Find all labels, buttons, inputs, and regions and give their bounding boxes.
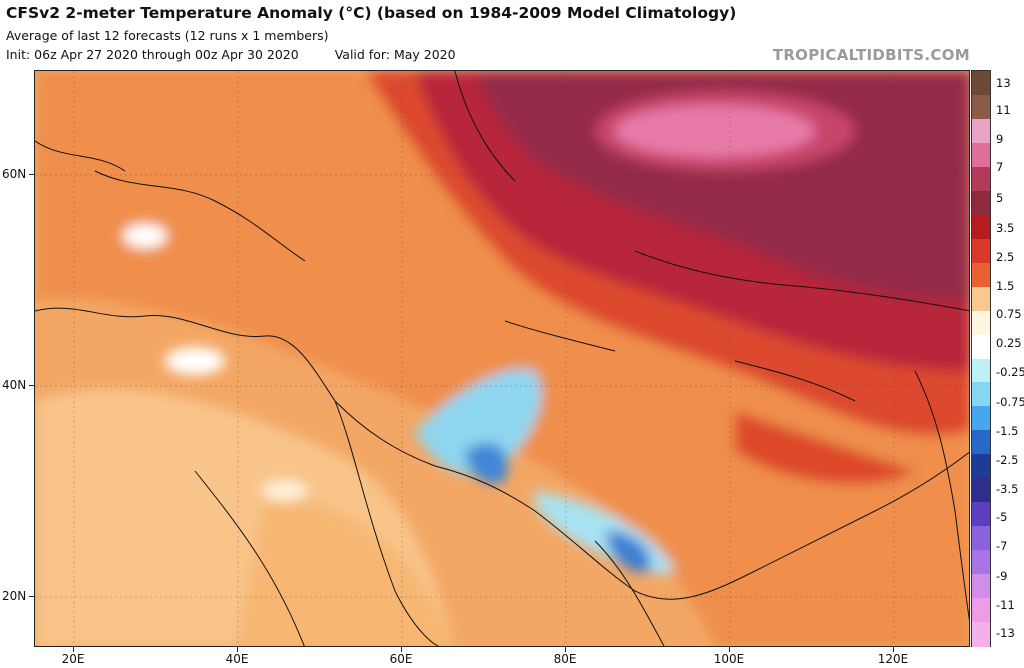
colorbar-label: 11 <box>996 103 1011 117</box>
colorbar-label: 0.75 <box>996 307 1022 321</box>
colorbar-swatch <box>972 382 990 407</box>
lat-label-60n: 60N <box>2 167 27 181</box>
init-line: Init: 06z Apr 27 2020 through 00z Apr 30… <box>6 47 456 62</box>
colorbar-swatch <box>972 358 990 384</box>
tick-60e <box>401 647 402 652</box>
colorbar-swatch <box>972 598 990 623</box>
colorbar-label: -0.75 <box>996 395 1024 409</box>
colorbar-swatch <box>972 430 990 455</box>
colorbar-label: -9 <box>996 569 1008 583</box>
map-canvas <box>35 71 969 646</box>
colorbar-swatch <box>972 262 990 288</box>
colorbar-label: -11 <box>996 598 1015 612</box>
colorbar-label: 13 <box>996 76 1011 90</box>
colorbar-swatch <box>972 550 990 575</box>
colorbar-swatch <box>972 238 990 264</box>
lon-label-80e: 80E <box>553 652 577 666</box>
colorbar-swatch <box>972 406 990 431</box>
lon-label-120e: 120E <box>877 652 909 666</box>
colorbar-label: 3.5 <box>996 221 1015 235</box>
brand-watermark: TROPICALTIDBITS.COM <box>772 46 970 64</box>
tick-20n <box>29 596 34 597</box>
colorbar-label: -7 <box>996 539 1008 553</box>
colorbar-swatch <box>972 166 990 192</box>
tick-40n <box>29 385 34 386</box>
colorbar-swatch <box>972 454 990 479</box>
lat-label-20n: 20N <box>2 589 27 603</box>
colorbar-label: -0.25 <box>996 365 1024 379</box>
colorbar-swatch <box>972 526 990 551</box>
colorbar-swatch <box>972 310 990 336</box>
lat-label-40n: 40N <box>2 378 27 392</box>
colorbar-swatch <box>972 286 990 312</box>
colorbar-swatch <box>972 622 990 647</box>
lon-label-60e: 60E <box>389 652 413 666</box>
valid-text: Valid for: May 2020 <box>334 47 456 62</box>
colorbar-label: 9 <box>996 132 1004 146</box>
tick-40e <box>237 647 238 652</box>
colorbar-swatch <box>972 118 990 144</box>
colorbar-label: -5 <box>996 510 1008 524</box>
anomaly-map <box>34 70 970 647</box>
colorbar-swatch <box>972 478 990 503</box>
colorbar-label: -3.5 <box>996 482 1019 496</box>
lon-label-40e: 40E <box>225 652 249 666</box>
map-subtitle: Average of last 12 forecasts (12 runs x … <box>6 28 329 43</box>
lon-label-100e: 100E <box>713 652 745 666</box>
colorbar-label: 5 <box>996 191 1004 205</box>
tick-80e <box>565 647 566 652</box>
tick-20e <box>73 647 74 652</box>
colorbar-swatch <box>972 142 990 168</box>
init-text: Init: 06z Apr 27 2020 through 00z Apr 30… <box>6 47 299 62</box>
colorbar-swatch <box>972 502 990 527</box>
colorbar-swatch <box>972 71 990 96</box>
colorbar-label: 2.5 <box>996 250 1015 264</box>
colorbar-swatch <box>972 574 990 599</box>
colorbar-swatch <box>972 190 990 216</box>
tick-100e <box>729 647 730 652</box>
colorbar-label: -2.5 <box>996 453 1019 467</box>
colorbar-label: 0.25 <box>996 336 1022 350</box>
lon-label-20e: 20E <box>61 652 85 666</box>
map-title: CFSv2 2-meter Temperature Anomaly (°C) (… <box>6 4 737 22</box>
colorbar-label: 1.5 <box>996 279 1015 293</box>
colorbar-label: -13 <box>996 626 1015 640</box>
coastlines <box>35 71 969 646</box>
colorbar-label: -1.5 <box>996 424 1019 438</box>
anomaly-shading <box>35 71 969 646</box>
colorbar-swatch <box>972 94 990 120</box>
tick-60n <box>29 174 34 175</box>
colorbar-swatch <box>972 214 990 240</box>
colorbar <box>971 70 991 647</box>
grid-lines <box>35 71 969 646</box>
colorbar-label: 7 <box>996 160 1004 174</box>
tick-120e <box>893 647 894 652</box>
colorbar-swatch <box>972 334 990 360</box>
